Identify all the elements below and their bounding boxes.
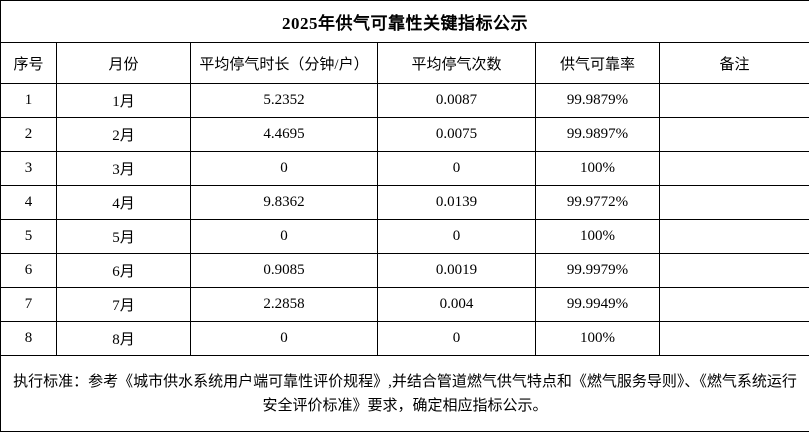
table-row: 3 3月 0 0 100% (1, 152, 809, 186)
table-row: 1 1月 5.2352 0.0087 99.9879% (1, 84, 809, 118)
column-header-reliability-rate: 供气可靠率 (536, 43, 660, 84)
duration-cell: 0 (191, 322, 378, 356)
count-cell: 0.0075 (378, 118, 536, 152)
remark-cell (660, 152, 809, 186)
table-row: 6 6月 0.9085 0.0019 99.9979% (1, 254, 809, 288)
duration-cell: 5.2352 (191, 84, 378, 118)
reliability-cell: 100% (536, 152, 660, 186)
month-cell: 5月 (57, 220, 191, 254)
count-cell: 0.004 (378, 288, 536, 322)
reliability-cell: 99.9949% (536, 288, 660, 322)
duration-cell: 0 (191, 220, 378, 254)
duration-cell: 0 (191, 152, 378, 186)
reliability-cell: 99.9897% (536, 118, 660, 152)
month-cell: 6月 (57, 254, 191, 288)
month-cell: 3月 (57, 152, 191, 186)
reliability-cell: 100% (536, 322, 660, 356)
duration-cell: 9.8362 (191, 186, 378, 220)
count-cell: 0.0087 (378, 84, 536, 118)
column-header-remark: 备注 (660, 43, 809, 84)
duration-cell: 2.2858 (191, 288, 378, 322)
reliability-cell: 99.9879% (536, 84, 660, 118)
index-cell: 4 (1, 186, 57, 220)
month-cell: 8月 (57, 322, 191, 356)
index-cell: 3 (1, 152, 57, 186)
month-cell: 7月 (57, 288, 191, 322)
remark-cell (660, 118, 809, 152)
reliability-cell: 99.9772% (536, 186, 660, 220)
column-header-avg-outage-duration: 平均停气时长（分钟/户） (191, 43, 378, 84)
table-row: 8 8月 0 0 100% (1, 322, 809, 356)
count-cell: 0 (378, 322, 536, 356)
table-row: 5 5月 0 0 100% (1, 220, 809, 254)
index-cell: 5 (1, 220, 57, 254)
duration-cell: 4.4695 (191, 118, 378, 152)
reliability-cell: 100% (536, 220, 660, 254)
title-row: 2025年供气可靠性关键指标公示 (1, 1, 809, 43)
remark-cell (660, 254, 809, 288)
index-cell: 7 (1, 288, 57, 322)
table-row: 2 2月 4.4695 0.0075 99.9897% (1, 118, 809, 152)
remark-cell (660, 288, 809, 322)
footer-row: 执行标准：参考《城市供水系统用户端可靠性评价规程》,并结合管道燃气供气特点和《燃… (1, 356, 809, 432)
reliability-cell: 99.9979% (536, 254, 660, 288)
header-row: 序号 月份 平均停气时长（分钟/户） 平均停气次数 供气可靠率 备注 (1, 43, 809, 84)
page-title: 2025年供气可靠性关键指标公示 (1, 1, 809, 43)
index-cell: 2 (1, 118, 57, 152)
table-row: 4 4月 9.8362 0.0139 99.9772% (1, 186, 809, 220)
remark-cell (660, 220, 809, 254)
index-cell: 8 (1, 322, 57, 356)
month-cell: 2月 (57, 118, 191, 152)
duration-cell: 0.9085 (191, 254, 378, 288)
month-cell: 4月 (57, 186, 191, 220)
count-cell: 0.0019 (378, 254, 536, 288)
index-cell: 6 (1, 254, 57, 288)
remark-cell (660, 322, 809, 356)
column-header-avg-outage-count: 平均停气次数 (378, 43, 536, 84)
remark-cell (660, 84, 809, 118)
standard-note: 执行标准：参考《城市供水系统用户端可靠性评价规程》,并结合管道燃气供气特点和《燃… (1, 356, 809, 432)
column-header-month: 月份 (57, 43, 191, 84)
remark-cell (660, 186, 809, 220)
count-cell: 0.0139 (378, 186, 536, 220)
index-cell: 1 (1, 84, 57, 118)
month-cell: 1月 (57, 84, 191, 118)
count-cell: 0 (378, 220, 536, 254)
column-header-index: 序号 (1, 43, 57, 84)
count-cell: 0 (378, 152, 536, 186)
table-row: 7 7月 2.2858 0.004 99.9949% (1, 288, 809, 322)
